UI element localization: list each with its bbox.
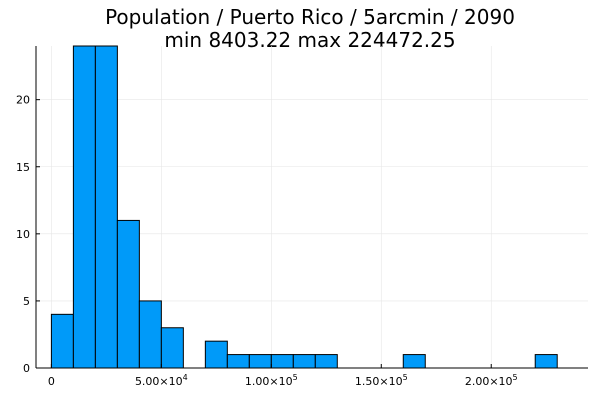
x-tick-label: 5.00×104 [135, 373, 188, 388]
y-tick-labels: 0 5 10 15 20 [16, 94, 30, 375]
histogram-bar [94, 45, 118, 369]
histogram-bar [50, 313, 74, 369]
bars [50, 45, 558, 369]
y-tick-label: 15 [16, 161, 30, 174]
histogram-bar [226, 354, 250, 369]
histogram-bar [270, 354, 294, 369]
histogram-bar [116, 219, 140, 369]
histogram-bar [292, 354, 316, 369]
y-tick-label: 0 [23, 362, 30, 375]
x-tick-label: 1.00×105 [245, 373, 298, 388]
y-tick-label: 5 [23, 295, 30, 308]
histogram-bar [72, 45, 96, 369]
histogram-bar [138, 300, 162, 369]
histogram-bar [248, 354, 272, 369]
histogram-bar [534, 354, 558, 369]
x-tick-label: 2.00×105 [465, 373, 518, 388]
y-tick-label: 10 [16, 228, 30, 241]
chart-subtitle: min 8403.22 max 224472.25 [164, 28, 455, 52]
x-tick-labels: 0 5.00×104 1.00×105 1.50×105 2.00×105 [48, 373, 518, 388]
histogram-bar [402, 354, 426, 369]
histogram-bar [314, 354, 338, 369]
axes [35, 46, 588, 369]
chart-title: Population / Puerto Rico / 5arcmin / 209… [105, 5, 515, 29]
x-tick-label: 1.50×105 [355, 373, 408, 388]
histogram-bar [204, 340, 228, 369]
y-tick-label: 20 [16, 94, 30, 107]
histogram-bar [160, 327, 184, 369]
x-tick-label: 0 [48, 375, 55, 388]
